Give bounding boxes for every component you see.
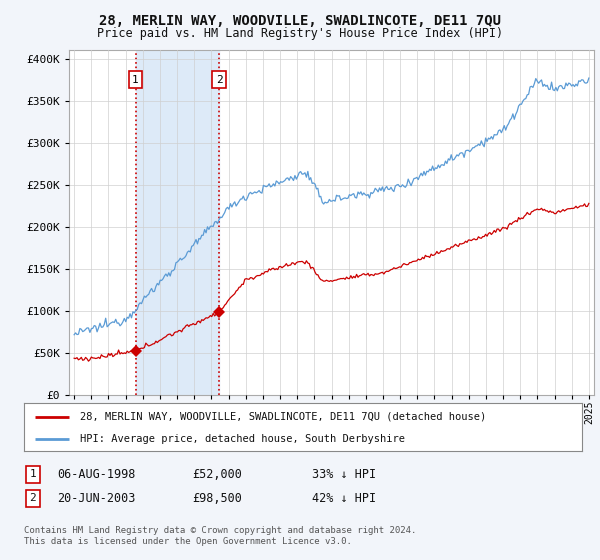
Text: Contains HM Land Registry data © Crown copyright and database right 2024.
This d: Contains HM Land Registry data © Crown c… <box>24 526 416 546</box>
Text: 2: 2 <box>216 75 223 85</box>
Text: 1: 1 <box>29 469 37 479</box>
Text: 20-JUN-2003: 20-JUN-2003 <box>57 492 136 505</box>
Bar <box>136 50 219 395</box>
Text: £98,500: £98,500 <box>192 492 242 505</box>
Text: 33% ↓ HPI: 33% ↓ HPI <box>312 468 376 481</box>
Text: 06-AUG-1998: 06-AUG-1998 <box>57 468 136 481</box>
Text: £52,000: £52,000 <box>192 468 242 481</box>
Text: 2: 2 <box>29 493 37 503</box>
Text: HPI: Average price, detached house, South Derbyshire: HPI: Average price, detached house, Sout… <box>80 434 405 444</box>
Text: 42% ↓ HPI: 42% ↓ HPI <box>312 492 376 505</box>
Text: 1: 1 <box>132 75 139 85</box>
Text: 28, MERLIN WAY, WOODVILLE, SWADLINCOTE, DE11 7QU (detached house): 28, MERLIN WAY, WOODVILLE, SWADLINCOTE, … <box>80 412 486 422</box>
Text: Price paid vs. HM Land Registry's House Price Index (HPI): Price paid vs. HM Land Registry's House … <box>97 27 503 40</box>
Text: 28, MERLIN WAY, WOODVILLE, SWADLINCOTE, DE11 7QU: 28, MERLIN WAY, WOODVILLE, SWADLINCOTE, … <box>99 14 501 28</box>
